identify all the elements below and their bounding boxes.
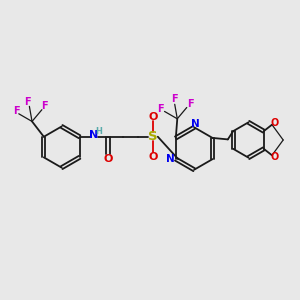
Text: F: F [13, 106, 20, 116]
Text: S: S [148, 130, 158, 143]
Text: O: O [270, 152, 278, 162]
Text: F: F [24, 97, 30, 107]
Text: N: N [89, 130, 99, 140]
Text: F: F [157, 104, 164, 114]
Text: N: N [191, 119, 200, 129]
Text: O: O [103, 154, 113, 164]
Text: F: F [42, 100, 48, 110]
Text: O: O [270, 118, 278, 128]
Text: O: O [148, 112, 158, 122]
Text: N: N [167, 154, 175, 164]
Text: F: F [187, 99, 194, 109]
Text: O: O [148, 152, 158, 162]
Text: F: F [171, 94, 177, 104]
Text: H: H [95, 127, 102, 136]
